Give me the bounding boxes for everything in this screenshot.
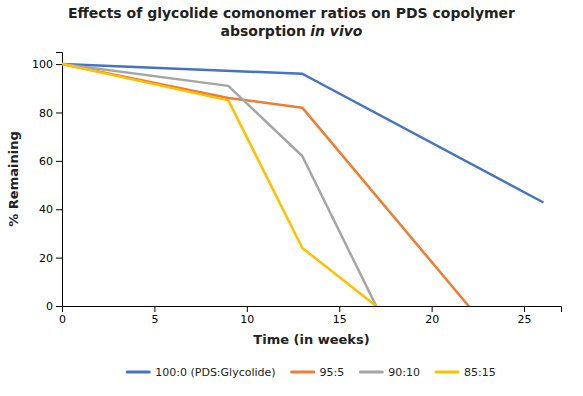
x-tick: 25 <box>518 306 532 326</box>
y-tick: 80 <box>39 106 62 119</box>
legend-swatch <box>360 371 382 374</box>
y-tick: 0 <box>46 300 62 313</box>
x-tick-label: 15 <box>333 313 347 326</box>
x-tick: 20 <box>425 306 439 326</box>
y-tick-label: 60 <box>39 155 53 168</box>
x-tick-label: 25 <box>518 313 532 326</box>
legend-swatch <box>436 371 458 374</box>
y-tick-mark <box>56 306 62 307</box>
legend: 100:0 (PDS:Glycolide) 95:5 90:10 85:15 <box>127 366 495 379</box>
y-axis-title: % Remaining <box>6 131 21 226</box>
y-axis: 0 20 40 60 80 100 <box>32 53 63 314</box>
title-text: Effects of glycolide comonomer ratios on… <box>68 5 515 21</box>
legend-item: 95:5 <box>292 366 345 379</box>
legend-swatch <box>292 371 314 374</box>
y-tick-mark <box>56 209 62 210</box>
y-tick: 60 <box>39 155 62 168</box>
plot: 0 5 10 15 20 25 0 20 40 60 80 100 <box>32 53 562 326</box>
x-tick-label: 10 <box>240 313 254 326</box>
chart: Effects of glycolide comonomer ratios on… <box>0 0 583 396</box>
series-line <box>62 64 469 306</box>
legend-item: 90:10 <box>360 366 420 379</box>
y-tick-mark <box>56 112 62 113</box>
x-tick-mark <box>339 306 340 312</box>
legend-swatch <box>127 371 149 374</box>
x-tick: 10 <box>240 306 254 326</box>
lines <box>62 64 543 306</box>
y-tick-mark <box>56 258 62 259</box>
x-tick: 15 <box>333 306 347 326</box>
legend-label: 85:15 <box>464 366 496 379</box>
x-tick: 0 <box>59 306 66 326</box>
y-tick-label: 100 <box>32 58 53 71</box>
legend-label: 100:0 (PDS:Glycolide) <box>155 366 275 379</box>
legend-label: 90:10 <box>388 366 420 379</box>
x-tick-mark <box>247 306 248 312</box>
title-text: absorption <box>221 23 306 39</box>
y-tick-label: 20 <box>39 252 53 265</box>
legend-item: 100:0 (PDS:Glycolide) <box>127 366 275 379</box>
title: Effects of glycolide comonomer ratios on… <box>68 5 515 39</box>
x-tick-mark <box>154 306 155 312</box>
y-tick: 100 <box>32 58 62 71</box>
x-axis-title: Time (in weeks) <box>253 332 369 347</box>
y-tick-label: 0 <box>46 300 53 313</box>
y-tick: 40 <box>39 203 62 216</box>
legend-item: 85:15 <box>436 366 496 379</box>
x-tick: 5 <box>151 306 158 326</box>
x-axis: 0 5 10 15 20 25 <box>59 306 562 326</box>
y-tick-mark <box>56 161 62 162</box>
series-line <box>62 64 376 306</box>
title-line: Effects of glycolide comonomer ratios on… <box>68 5 515 21</box>
series-line <box>62 64 543 202</box>
x-tick-mark <box>432 306 433 312</box>
x-tick-label: 0 <box>59 313 66 326</box>
y-axis-line <box>56 53 63 307</box>
series-line <box>62 64 376 306</box>
x-tick-label: 20 <box>425 313 439 326</box>
y-tick-mark <box>56 64 62 65</box>
title-line: absorptionin vivo <box>221 23 363 39</box>
x-tick-label: 5 <box>151 313 158 326</box>
title-text: in vivo <box>310 23 363 39</box>
y-tick-label: 40 <box>39 203 53 216</box>
y-tick-label: 80 <box>39 106 53 119</box>
y-tick: 20 <box>39 252 62 265</box>
legend-label: 95:5 <box>320 366 345 379</box>
x-axis-line <box>63 307 562 313</box>
x-tick-mark <box>524 306 525 312</box>
